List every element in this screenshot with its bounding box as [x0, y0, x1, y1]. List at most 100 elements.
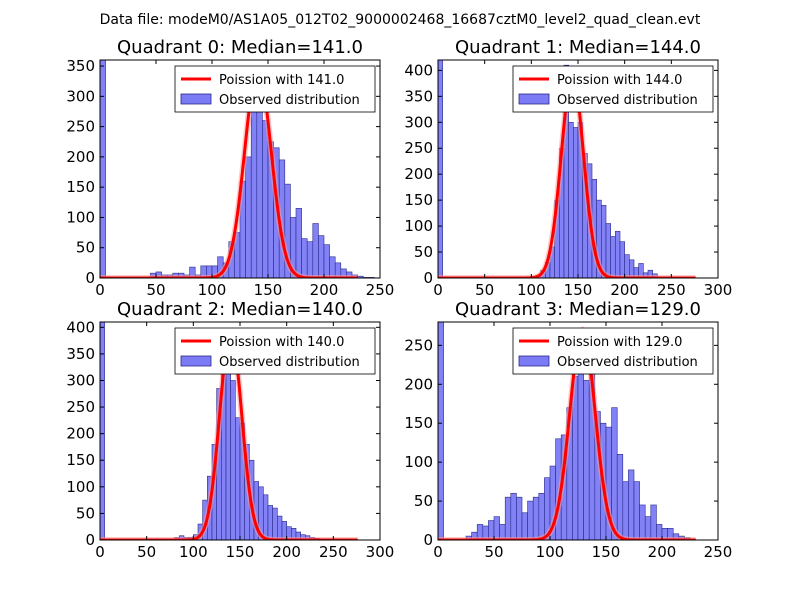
quadrant-2-bar — [230, 380, 236, 540]
quadrant-1-xtick-label: 100 — [517, 281, 546, 299]
quadrant-1-xtick-label: 0 — [433, 281, 443, 299]
quadrant-0-bar — [295, 208, 302, 278]
quadrant-1-ytick-label: 200 — [404, 165, 433, 183]
quadrant-0-xtick-label: 0 — [95, 281, 105, 299]
quadrant-2-xtick-label: 150 — [226, 543, 255, 561]
quadrant-2-bar — [100, 322, 105, 540]
quadrant-0-legend-bar-swatch — [180, 93, 212, 105]
quadrant-2-panel: Quadrant 2: Median=140.0 0 50 100 150 200 250 3… — [66, 299, 394, 561]
quadrant-3-ytick-label: 150 — [404, 414, 433, 432]
quadrant-3-xtick-label: 100 — [536, 543, 565, 561]
quadrant-1-ytick-label: 100 — [404, 217, 433, 235]
quadrant-3-legend: Poission with 129.0 Observed distribution — [512, 327, 714, 375]
quadrant-3-bar — [516, 496, 523, 540]
quadrant-1-bar — [568, 121, 574, 278]
quadrant-2-ytick-label: 300 — [66, 371, 95, 389]
quadrant-3-ytick-label: 250 — [404, 336, 433, 354]
quadrant-1-ytick-label: 350 — [404, 87, 433, 105]
quadrant-2-bar — [272, 507, 278, 540]
quadrant-0-bar — [323, 244, 330, 278]
quadrant-1-bar — [615, 230, 621, 278]
quadrant-1-ytick-label: 150 — [404, 191, 433, 209]
quadrant-2-legend-bar-swatch — [180, 355, 212, 367]
quadrant-3-legend-line-label: Poission with 129.0 — [557, 335, 682, 350]
quadrant-2-title: Quadrant 2: Median=140.0 — [117, 299, 363, 320]
quadrant-3-bar — [538, 492, 545, 540]
quadrant-0-ytick-label: 50 — [76, 239, 95, 257]
quadrant-2-ytick-label: 400 — [66, 318, 95, 336]
quadrant-1-xtick-label: 300 — [704, 281, 733, 299]
quadrant-3-bar — [650, 504, 657, 540]
quadrant-2-xtick-label: 300 — [366, 543, 395, 561]
quadrant-3-bar — [532, 496, 540, 540]
quadrant-3-ytick-label: 50 — [414, 492, 433, 510]
quadrant-0-bar — [306, 241, 314, 278]
quadrant-1-xtick-label: 250 — [657, 281, 686, 299]
quadrant-2-legend-line-label: Poission with 140.0 — [219, 335, 344, 350]
quadrant-2-legend: Poission with 140.0 Observed distribution — [174, 327, 376, 375]
quadrant-3-bar — [622, 481, 629, 540]
quadrant-0-title: Quadrant 0: Median=141.0 — [117, 37, 363, 58]
quadrant-3-ytick-label: 100 — [404, 453, 433, 471]
quadrant-1-legend-bar-label: Observed distribution — [557, 93, 698, 108]
quadrant-2-bar — [277, 515, 283, 540]
quadrant-3-legend-bar-swatch — [518, 355, 550, 367]
quadrant-0-xtick-label: 100 — [198, 281, 227, 299]
quadrant-0-ytick-label: 300 — [66, 87, 95, 105]
quadrant-3-axes-frame — [437, 321, 719, 541]
quadrant-2-xtick-label: 250 — [319, 543, 348, 561]
quadrant-3-ytick-label: 0 — [423, 531, 433, 549]
quadrant-3-bar — [521, 512, 528, 540]
quadrant-0-legend-line-label: Poission with 141.0 — [219, 73, 344, 88]
quadrant-2-ytick-label: 0 — [85, 531, 95, 549]
quadrant-0-ytick-label: 150 — [66, 178, 95, 196]
quadrant-3-bar — [583, 380, 590, 540]
quadrant-1-bar — [573, 127, 579, 278]
quadrant-2-ytick-label: 100 — [66, 478, 95, 496]
quadrant-2-ytick-label: 250 — [66, 398, 95, 416]
quadrant-1-title: Quadrant 1: Median=144.0 — [455, 37, 701, 58]
quadrant-3-xtick-label: 200 — [648, 543, 677, 561]
quadrant-3-bar — [527, 500, 534, 540]
quadrant-1-ytick-label: 250 — [404, 139, 433, 157]
quadrant-1-bar — [610, 236, 616, 278]
quadrant-2-ytick-label: 50 — [76, 504, 95, 522]
quadrant-0-bar — [262, 120, 269, 278]
figure-suptitle: Data file: modeM0/AS1A05_012T02_90000024… — [100, 12, 701, 28]
quadrant-3-xtick-label: 150 — [592, 543, 621, 561]
quadrant-0-ytick-label: 0 — [85, 269, 95, 287]
quadrant-2-ytick-label: 200 — [66, 425, 95, 443]
quadrant-1-bar — [638, 263, 644, 278]
quadrant-1-bar — [438, 60, 443, 278]
quadrant-0-ytick-label: 100 — [66, 208, 95, 226]
quadrant-2-xtick-label: 100 — [179, 543, 208, 561]
quadrant-3-bar — [510, 492, 517, 540]
quadrant-2-xtick-label: 200 — [272, 543, 301, 561]
quadrant-1-legend-bar-swatch — [518, 93, 550, 105]
quadrant-2-bar — [263, 494, 269, 540]
quadrant-0-xtick-label: 250 — [366, 281, 395, 299]
quadrant-2-xtick-label: 0 — [95, 543, 105, 561]
quadrant-0-bar — [100, 60, 106, 278]
quadrant-3-bar — [644, 516, 652, 540]
quadrant-1-bar — [605, 223, 611, 278]
quadrant-2-ytick-label: 150 — [66, 451, 95, 469]
quadrant-3-xtick-label: 0 — [433, 543, 443, 561]
quadrant-0-bar — [245, 156, 252, 278]
quadrant-0-xtick-label: 200 — [310, 281, 339, 299]
quadrant-3-bar — [616, 454, 624, 540]
quadrant-0-ytick-label: 250 — [66, 118, 95, 136]
quadrant-1-ytick-label: 50 — [414, 243, 433, 261]
quadrant-1-bar — [624, 254, 630, 278]
quadrant-2-xtick-label: 50 — [137, 543, 156, 561]
quadrant-0-ytick-label: 350 — [66, 57, 95, 75]
quadrant-3-bar — [577, 352, 584, 540]
quadrant-0-panel: Quadrant 0: Median=141.0 0 50 100 150 200 250 0… — [66, 37, 394, 299]
quadrant-0-bar — [329, 256, 336, 278]
quadrant-1-panel: Quadrant 1: Median=144.0 0 50 100 150 200 250 3… — [404, 37, 732, 299]
quadrant-0-legend: Poission with 141.0 Observed distribution — [174, 65, 376, 113]
quadrant-3-panel: Quadrant 3: Median=129.0 0 50 100 150 200 250 0… — [404, 299, 732, 561]
quadrant-1-xtick-label: 150 — [564, 281, 593, 299]
quadrant-2-bar — [235, 417, 241, 540]
